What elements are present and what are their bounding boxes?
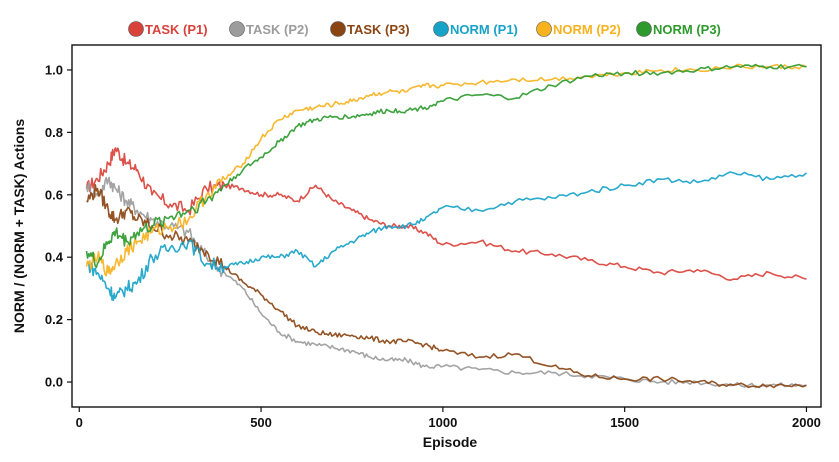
legend-marker xyxy=(229,21,245,37)
legend-label: NORM (P1) xyxy=(450,22,518,37)
x-tick-label: 500 xyxy=(250,415,272,430)
series-layer xyxy=(85,63,808,389)
x-tick-label: 1000 xyxy=(428,415,457,430)
legend-label: TASK (P3) xyxy=(347,22,410,37)
y-axis-ticks: 0.0 0.2 0.4 0.6 0.8 1.0 xyxy=(45,62,72,390)
x-axis-title: Episode xyxy=(423,434,478,450)
y-tick-label: 0.8 xyxy=(45,125,63,140)
legend-entry: NORM (P3) xyxy=(636,21,721,37)
y-tick-label: 1.0 xyxy=(45,62,63,77)
legend-marker xyxy=(128,21,144,37)
series-line-4 xyxy=(86,171,808,302)
legend-label: TASK (P1) xyxy=(145,22,208,37)
y-axis-title: NORM / (NORM + TASK) Actions xyxy=(11,119,27,333)
legend-entry: NORM (P2) xyxy=(536,21,621,37)
legend-marker xyxy=(330,21,346,37)
legend-marker xyxy=(433,21,449,37)
legend-entry: NORM (P1) xyxy=(433,21,518,37)
series-line-3 xyxy=(86,184,807,389)
legend-entry: TASK (P1) xyxy=(128,21,208,37)
y-tick-label: 0.6 xyxy=(45,187,63,202)
legend-entry: TASK (P3) xyxy=(330,21,410,37)
legend: TASK (P1) TASK (P2) TASK (P3) NORM (P1) NORM… xyxy=(128,21,721,37)
x-tick-label: 2000 xyxy=(792,415,821,430)
plot-frame xyxy=(71,44,822,408)
legend-entry: TASK (P2) xyxy=(229,21,309,37)
legend-label: TASK (P2) xyxy=(246,22,309,37)
series-line-1 xyxy=(85,147,807,282)
y-tick-label: 0.4 xyxy=(45,250,64,265)
series-line-6 xyxy=(85,63,807,269)
y-tick-label: 0.2 xyxy=(45,312,63,327)
x-axis-ticks: 0 500 1000 1500 2000 xyxy=(76,407,821,430)
legend-label: NORM (P3) xyxy=(653,22,721,37)
y-tick-label: 0.0 xyxy=(45,375,63,390)
x-tick-label: 1500 xyxy=(610,415,639,430)
legend-label: NORM (P2) xyxy=(553,22,621,37)
legend-marker xyxy=(636,21,652,37)
legend-marker xyxy=(536,21,552,37)
x-tick-label: 0 xyxy=(76,415,83,430)
